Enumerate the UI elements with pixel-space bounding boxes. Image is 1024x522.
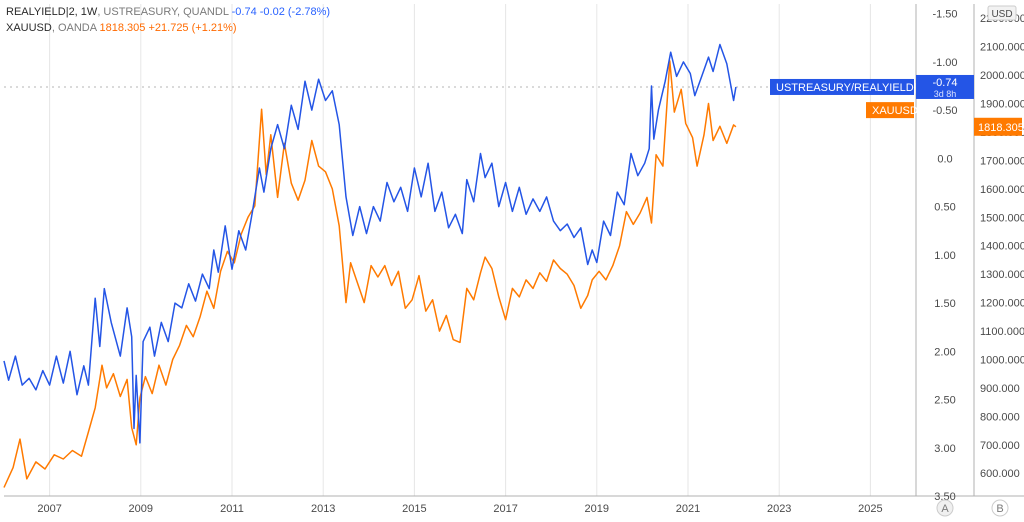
symbol-a-meta: , USTREASURY, QUANDL [97, 6, 228, 18]
symbol-b-change: +21.725 (+1.21%) [148, 22, 236, 34]
chart-canvas[interactable]: 2007 2009 2011 2013 2015 2017 2019 2021 2023 2025… [0, 0, 1024, 522]
x-tick-label: 2007 [37, 503, 61, 515]
y-a-tick-label: -1.50 [932, 9, 957, 21]
symbol-a-value: -0.74 [232, 6, 257, 18]
chart-legend-header: REALYIELD|2, 1W, USTREASURY, QUANDL -0.7… [6, 4, 330, 36]
series-a-line [4, 45, 736, 443]
axis-b-unit-label: USD [991, 9, 1012, 20]
symbol-a-change: -0.02 (-2.78%) [260, 6, 330, 18]
x-tick-label: 2021 [676, 503, 700, 515]
y-b-tick-label: 1500.000 [980, 212, 1024, 224]
y-b-tick-label: 1200.000 [980, 298, 1024, 310]
y-b-tick-label: 600.000 [980, 468, 1020, 480]
y-b-tick-label: 1000.000 [980, 354, 1024, 366]
series-b-label-tag-text: XAUUSD [872, 105, 918, 117]
y-b-tick-label: 1400.000 [980, 241, 1024, 253]
y-a-tick-label: -0.50 [932, 105, 957, 117]
x-tick-label: 2011 [220, 503, 244, 515]
price-tag-b-value: 1818.305 [978, 122, 1024, 134]
y-a-tick-label: 0.0 [937, 153, 952, 165]
symbol-a: REALYIELD|2, 1W [6, 6, 97, 18]
y-a-tick-label: 0.50 [934, 202, 955, 214]
x-tick-label: 2023 [767, 503, 791, 515]
series-a-label-tag-text: USTREASURY/REALYIELD|2 [776, 82, 923, 94]
y-b-tick-label: 1900.000 [980, 99, 1024, 111]
y-b-tick-label: 1600.000 [980, 184, 1024, 196]
x-tick-label: 2025 [858, 503, 882, 515]
y-b-tick-label: 2000.000 [980, 70, 1024, 82]
price-tag-a-value: -0.74 [932, 77, 957, 89]
x-tick-label: 2013 [311, 503, 335, 515]
y-b-tick-label: 700.000 [980, 440, 1020, 452]
x-tick-label: 2019 [585, 503, 609, 515]
y-a-tick-label: 2.00 [934, 346, 955, 358]
y-a-tick-label: -1.00 [932, 57, 957, 69]
y-b-tick-label: 900.000 [980, 383, 1020, 395]
y-a-tick-label: 3.00 [934, 443, 955, 455]
symbol-b-meta: , OANDA [52, 22, 97, 34]
symbol-b-value: 1818.305 [100, 22, 146, 34]
x-tick-label: 2015 [402, 503, 426, 515]
legend-line-1: REALYIELD|2, 1W, USTREASURY, QUANDL -0.7… [6, 4, 330, 20]
x-tick-label: 2009 [129, 503, 153, 515]
y-a-tick-label: 1.00 [934, 250, 955, 262]
y-b-tick-label: 1300.000 [980, 269, 1024, 281]
y-b-tick-label: 800.000 [980, 411, 1020, 423]
series-b-line [4, 61, 736, 488]
scale-toggle-a-label: A [941, 503, 949, 515]
x-tick-label: 2017 [493, 503, 517, 515]
price-tag-a-sub: 3d 8h [934, 89, 957, 99]
y-a-tick-label: 2.50 [934, 395, 955, 407]
symbol-b: XAUUSD [6, 22, 52, 34]
scale-toggle-b-label: B [996, 503, 1003, 515]
y-a-tick-label: 1.50 [934, 298, 955, 310]
y-b-tick-label: 2100.000 [980, 42, 1024, 54]
legend-line-2: XAUUSD, OANDA 1818.305 +21.725 (+1.21%) [6, 20, 330, 36]
y-b-tick-label: 1700.000 [980, 155, 1024, 167]
y-b-tick-label: 1100.000 [980, 326, 1024, 338]
